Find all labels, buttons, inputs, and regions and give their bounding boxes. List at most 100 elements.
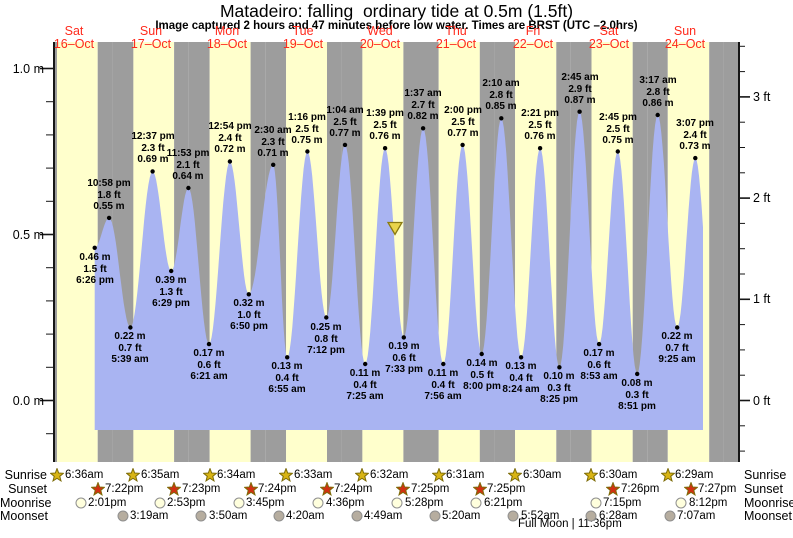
tide-label-line: 6:21 am — [190, 371, 228, 382]
chart-subtitle: Image captured 2 hours and 47 minutes be… — [155, 20, 638, 32]
sunset-star-icon — [606, 482, 620, 496]
astro-time-label: 7:27pm — [698, 483, 737, 495]
tide-label-line: 0.14 m — [466, 358, 498, 369]
sunset-star-icon — [167, 482, 181, 496]
tide-label-line: 0.22 m — [114, 331, 146, 342]
tide-label-line: 3:17 am — [639, 75, 677, 86]
page-title: Matadeiro: falling ordinary tide at 0.5m… — [219, 1, 574, 21]
day-of-week: Thu — [445, 24, 467, 38]
tide-point-label: 0.19 m 0.6 ft 7:33 pm — [368, 341, 440, 376]
tide-label-line: 2.3 ft — [141, 142, 165, 154]
day-night-stripe — [709, 42, 724, 462]
moonrise-circle-icon — [470, 497, 482, 509]
tide-point-label: 2:30 am 2.3 ft 0.71 m — [237, 125, 309, 160]
moonrise-circle-icon — [233, 497, 245, 509]
sunrise-star-icon — [508, 468, 522, 482]
astro-row-label-moonset-right: Moonset — [744, 509, 792, 523]
day-label: Sun 17–Oct — [116, 25, 186, 51]
tide-point-dot — [271, 162, 276, 167]
tide-label-line: 6:55 am — [268, 384, 306, 395]
tide-label-line: 12:37 pm — [131, 131, 175, 142]
sunset-star-icon — [473, 482, 487, 496]
tide-label-line: 2.8 ft — [646, 86, 670, 98]
tide-point-dot — [615, 149, 620, 154]
tide-label-line: 6:50 pm — [230, 321, 268, 332]
moonrise-circle-icon — [470, 497, 482, 509]
astro-time-label: 3:45pm — [246, 497, 285, 509]
moonrise-circle-icon — [391, 497, 403, 509]
day-date: 21–Oct — [435, 37, 477, 51]
tide-label-line: 0.86 m — [642, 98, 674, 109]
tide-point-dot — [92, 245, 97, 250]
tide-label-line: 2:45 am — [561, 72, 599, 83]
astro-row-label-sunset-left: Sunset — [8, 482, 47, 496]
astro-time-label: 7:23pm — [182, 483, 221, 495]
tide-point-dot — [363, 361, 368, 367]
astro-time-label: 2:01pm — [88, 497, 127, 509]
moonrise-circle-icon — [75, 497, 87, 509]
tide-label-line: 0.4 ft — [353, 379, 377, 391]
tide-label-line: 0.10 m — [543, 371, 575, 382]
tide-point-dot — [460, 142, 465, 148]
tide-label-line: 1.5 ft — [83, 263, 107, 275]
tide-label-line: 0.11 m — [427, 368, 459, 379]
sunset-star-icon — [320, 482, 334, 496]
tide-point-label: 0.17 m 0.6 ft 6:21 am — [173, 348, 245, 383]
tide-label-line: 2.4 ft — [683, 129, 707, 141]
sunset-star-icon — [244, 482, 258, 496]
sunrise-star-icon — [661, 468, 675, 482]
tide-label-line: 2.4 ft — [218, 132, 242, 144]
tide-label-line: 0.77 m — [447, 128, 479, 139]
sunrise-star-icon — [432, 468, 446, 482]
tide-point-label: 0.13 m 0.4 ft 6:55 am — [251, 361, 323, 396]
tide-point-label: 2:45 pm 2.5 ft 0.75 m — [582, 112, 654, 147]
astro-time-label: 7:22pm — [105, 483, 144, 495]
sunset-star-icon — [167, 482, 181, 496]
astro-time-label: 7:15pm — [603, 497, 642, 509]
tide-point-dot — [227, 159, 233, 164]
moonset-circle-icon — [429, 510, 441, 522]
left-axis-label: 0.0 m — [12, 394, 44, 408]
moonset-circle-icon — [585, 510, 597, 522]
sunset-star-icon — [473, 482, 487, 496]
tide-label-line: 1.8 ft — [97, 189, 121, 201]
astro-time-label: 7:24pm — [258, 483, 297, 495]
tide-point-dot — [382, 146, 388, 151]
tide-label-line: 1:37 am — [404, 88, 442, 99]
tide-label-line: 1:39 pm — [366, 108, 404, 119]
day-date: 18–Oct — [206, 37, 248, 51]
moonrise-circle-icon — [233, 497, 245, 509]
tide-point-dot — [577, 109, 582, 114]
moonrise-circle-icon — [75, 497, 87, 509]
astro-time-label: 4:20am — [286, 510, 325, 522]
moonset-circle-icon — [351, 510, 363, 522]
sunrise-star-icon — [50, 468, 64, 482]
sunrise-star-icon — [508, 468, 522, 482]
tide-label-line: 0.3 ft — [547, 382, 571, 394]
tide-point-label: 10:58 pm 1.8 ft 0.55 m — [73, 178, 145, 213]
tide-label-line: 0.22 m — [661, 331, 693, 342]
tide-point-label: 0.22 m 0.7 ft 9:25 am — [641, 331, 713, 366]
astro-row-label-moonrise-left: Moonrise — [0, 496, 52, 510]
sunrise-star-icon — [126, 468, 140, 482]
astro-row-label-sunset-right: Sunset — [744, 482, 783, 496]
tide-label-line: 2.5 ft — [451, 116, 475, 128]
tide-label-line: 7:33 pm — [385, 364, 423, 375]
tide-point-dot — [150, 169, 155, 174]
tide-label-line: 7:25 am — [346, 391, 384, 402]
tide-point-label: 1:37 am 2.7 ft 0.82 m — [387, 88, 459, 123]
sunset-star-icon — [91, 482, 105, 496]
tide-label-line: 1.3 ft — [159, 286, 183, 298]
tide-label-line: 0.5 ft — [470, 369, 494, 381]
sunrise-star-icon — [584, 468, 598, 482]
tide-label-line: 0.87 m — [564, 95, 596, 106]
astro-time-label: 6:31am — [446, 469, 485, 481]
sunset-star-icon — [244, 482, 258, 496]
tide-label-line: 0.13 m — [505, 361, 537, 372]
tide-point-label: 1:39 pm 2.5 ft 0.76 m — [349, 108, 421, 143]
day-of-week: Sat — [64, 24, 84, 38]
tide-label-line: 0.76 m — [369, 131, 401, 142]
day-night-stripe — [57, 42, 98, 462]
tide-point-dot — [596, 341, 602, 347]
